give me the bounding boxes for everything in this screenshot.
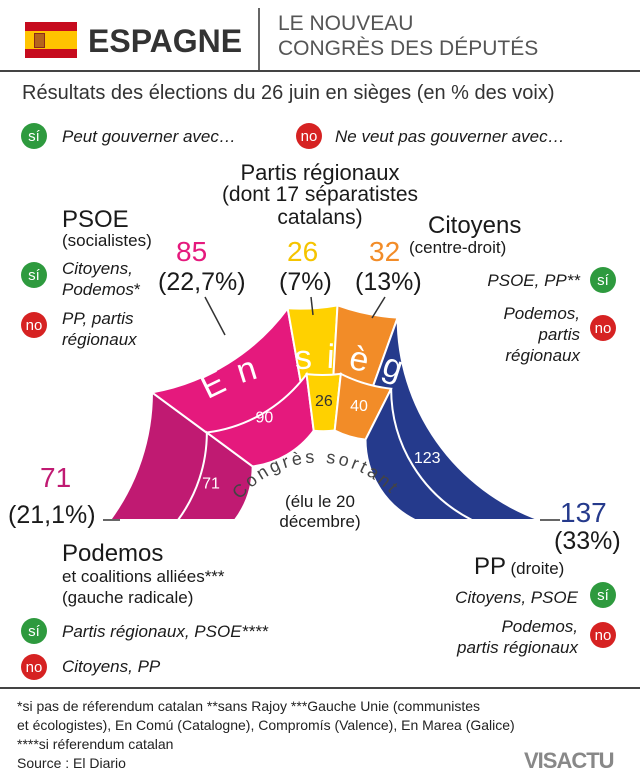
footnote-line3: ****si réferendum catalan (17, 736, 174, 752)
header-rule (0, 70, 640, 72)
citoyens-seats: 32 (369, 236, 401, 267)
inner-seat-label-podemos: 71 (202, 475, 220, 492)
citoyens-pct: (13%) (355, 268, 422, 296)
inner-seat-label-partis-r-gionaux: 26 (315, 393, 333, 410)
inner-arc-pp (364, 388, 473, 521)
psoe-yes-mark: * (133, 280, 141, 299)
podemos-pct: (21,1%) (8, 501, 96, 529)
pp-no-text: Podemos, partis régionaux (457, 617, 578, 657)
citoyens-name: Citoyens (428, 212, 522, 239)
country-label: ESPAGNE (88, 23, 243, 59)
legend-no-text: Ne veut pas gouverner avec… (335, 127, 565, 146)
brand-logo: VISACTU (524, 748, 615, 773)
footnote-line2: et écologistes), En Comú (Catalogne), Co… (17, 717, 515, 733)
inner-seat-label-pp: 123 (414, 450, 441, 467)
pp-no-badge: no (590, 622, 616, 648)
pp-seats: 137 (560, 497, 607, 528)
podemos-yes-text: Partis régionaux, PSOE**** (62, 622, 268, 641)
podemos-name: Podemos (62, 540, 164, 567)
inner-arc-group (176, 371, 473, 521)
no-badge: no (296, 123, 322, 149)
citoyens-yes-badge: sí (590, 267, 616, 293)
psoe-yes-badge: sí (21, 262, 47, 288)
pp-name-wrap: PP (droite) (474, 553, 564, 581)
regional-pct: (7%) (279, 268, 332, 296)
pp-yes-badge: sí (590, 582, 616, 608)
coat-of-arms-icon (34, 33, 45, 48)
inner-seat-label-psoe: 90 (255, 409, 273, 426)
podemos-desc: et coalitions alliées*** (gauche radical… (62, 567, 225, 607)
psoe-pct: (22,7%) (158, 268, 246, 296)
yes-badge: sí (21, 123, 47, 149)
header-title-line2: CONGRÈS DES DÉPUTÉS (278, 37, 539, 60)
legend-yes-text: Peut gouverner avec… (62, 127, 236, 146)
source: Source : El Diario (17, 755, 126, 771)
header-title-line1: LE NOUVEAU (278, 12, 414, 35)
pp-name: PP (474, 553, 507, 580)
podemos-no-badge: no (21, 654, 47, 680)
inner-seat-labels: 71 90 26 40 123 (202, 393, 440, 492)
psoe-desc: (socialistes) (62, 231, 152, 250)
podemos-yes-badge: sí (21, 618, 47, 644)
leader-citoyens (371, 296, 386, 319)
pp-pct: (33%) (554, 527, 621, 555)
podemos-no-text: Citoyens, PP (62, 657, 161, 676)
pp-yes-text: Citoyens, PSOE (455, 588, 578, 607)
inner-note: (élu le 20 décembre) (279, 492, 361, 531)
regional-seats: 26 (287, 236, 319, 267)
subtitle: Résultats des élections du 26 juin en si… (22, 82, 555, 104)
pp-desc: (droite) (510, 559, 565, 578)
citoyens-no-badge: no (590, 315, 616, 341)
regional-name: Partis régionaux (240, 160, 400, 185)
citoyens-no-text: Podemos, partis régionaux (503, 304, 580, 365)
psoe-no-badge: no (21, 312, 47, 338)
footnote-rule (0, 687, 640, 689)
leader-psoe (204, 296, 226, 336)
citoyens-desc: (centre-droit) (409, 238, 507, 257)
leader-regional (310, 296, 314, 316)
psoe-yes-text: Citoyens, Podemos* (62, 259, 141, 299)
regional-desc: (dont 17 séparatistes catalans) (221, 183, 419, 229)
podemos-seats: 71 (40, 462, 72, 493)
psoe-name: PSOE (62, 206, 129, 233)
inner-seat-label-citoyens: 40 (350, 398, 368, 415)
psoe-seats: 85 (176, 236, 208, 267)
psoe-no-text: PP, partis régionaux (62, 309, 137, 349)
footnotes: *si pas de réferendum catalan **sans Raj… (17, 697, 515, 773)
header-divider (258, 8, 260, 70)
citoyens-yes-text: PSOE, PP** (487, 271, 580, 290)
flag (25, 22, 77, 58)
footnote-line1: *si pas de réferendum catalan **sans Raj… (17, 698, 481, 714)
